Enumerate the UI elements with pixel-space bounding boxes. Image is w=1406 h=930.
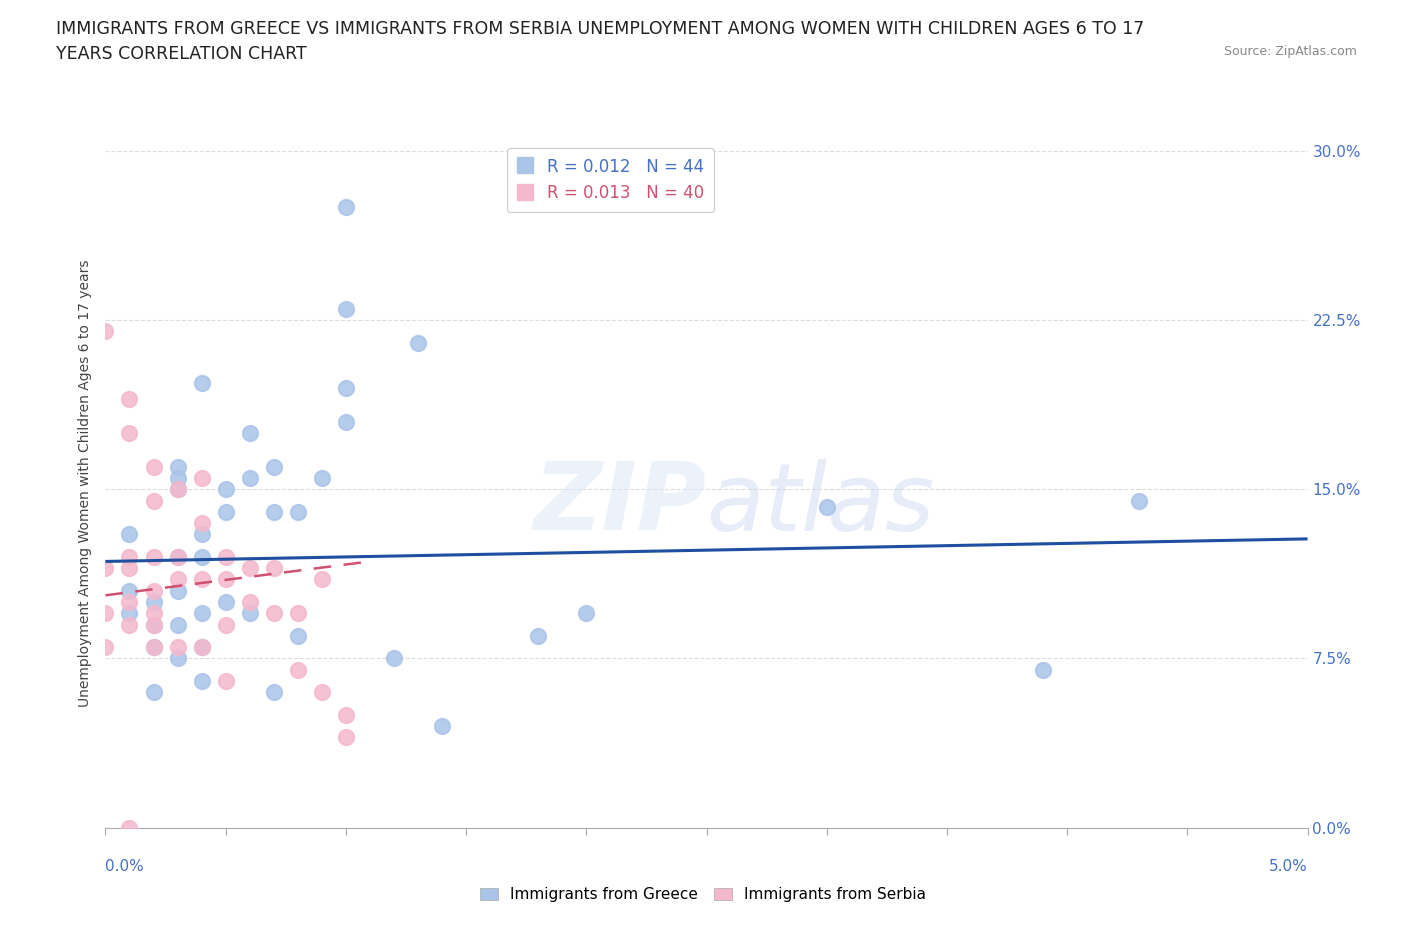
Point (118, 425, 141, 440)
Point (335, 301, 357, 316)
Point (94, 606, 117, 621)
Y-axis label: Unemployment Among Women with Children Ages 6 to 17 years: Unemployment Among Women with Children A… (79, 259, 93, 708)
Point (118, 606, 141, 621)
Point (166, 482, 188, 497)
Text: IMMIGRANTS FROM GREECE VS IMMIGRANTS FROM SERBIA UNEMPLOYMENT AMONG WOMEN WITH C: IMMIGRANTS FROM GREECE VS IMMIGRANTS FRO… (56, 20, 1144, 63)
Point (335, 414, 357, 429)
Point (214, 482, 236, 497)
Point (335, 200, 357, 215)
Point (311, 471, 333, 485)
Point (142, 618, 165, 632)
Point (287, 629, 309, 644)
Point (118, 392, 141, 406)
Point (263, 606, 285, 621)
Point (166, 651, 188, 666)
Point (118, 820, 141, 835)
Point (166, 572, 188, 587)
Point (142, 583, 165, 598)
Point (118, 583, 141, 598)
Point (190, 640, 212, 655)
Point (94, 640, 117, 655)
Point (166, 618, 188, 632)
Point (166, 459, 188, 474)
Point (118, 527, 141, 542)
Point (142, 493, 165, 508)
Point (142, 550, 165, 565)
Point (94, 324, 117, 339)
Point (239, 471, 262, 485)
Point (214, 594, 236, 609)
Text: 0.0%: 0.0% (105, 859, 145, 874)
Point (142, 640, 165, 655)
Point (311, 684, 333, 699)
Point (190, 550, 212, 565)
Point (166, 550, 188, 565)
Point (335, 730, 357, 745)
Point (214, 550, 236, 565)
Point (142, 618, 165, 632)
Point (239, 425, 262, 440)
Text: Source: ZipAtlas.com: Source: ZipAtlas.com (1223, 45, 1357, 58)
Point (263, 684, 285, 699)
Text: ZIP: ZIP (534, 458, 707, 551)
Point (190, 572, 212, 587)
Text: 5.0%: 5.0% (1268, 859, 1308, 874)
Point (190, 606, 212, 621)
Point (214, 618, 236, 632)
Point (166, 640, 188, 655)
Point (118, 618, 141, 632)
Point (263, 504, 285, 519)
Point (1032, 662, 1054, 677)
Point (190, 640, 212, 655)
Point (239, 594, 262, 609)
Point (214, 504, 236, 519)
Point (311, 572, 333, 587)
Point (527, 629, 550, 644)
Point (382, 651, 405, 666)
Point (166, 471, 188, 485)
Point (239, 561, 262, 576)
Point (406, 335, 429, 350)
Point (335, 380, 357, 395)
Point (287, 662, 309, 677)
Point (190, 527, 212, 542)
Point (166, 482, 188, 497)
Point (118, 561, 141, 576)
Point (142, 606, 165, 621)
Point (166, 550, 188, 565)
Point (190, 673, 212, 688)
Point (287, 504, 309, 519)
Point (118, 594, 141, 609)
Point (430, 719, 453, 734)
Point (214, 572, 236, 587)
Point (142, 594, 165, 609)
Point (142, 684, 165, 699)
Point (263, 459, 285, 474)
Point (287, 606, 309, 621)
Point (815, 499, 838, 514)
Point (190, 471, 212, 485)
Point (190, 515, 212, 530)
Point (94, 561, 117, 576)
Point (575, 606, 598, 621)
Point (142, 640, 165, 655)
Point (166, 583, 188, 598)
Point (214, 673, 236, 688)
Point (263, 561, 285, 576)
Point (190, 376, 212, 391)
Legend: Immigrants from Greece, Immigrants from Serbia: Immigrants from Greece, Immigrants from … (474, 882, 932, 909)
Point (1128, 493, 1150, 508)
Point (118, 550, 141, 565)
Text: atlas: atlas (707, 458, 935, 550)
Point (142, 459, 165, 474)
Point (335, 708, 357, 723)
Point (239, 606, 262, 621)
Legend: R = 0.012   N = 44, R = 0.013   N = 40: R = 0.012 N = 44, R = 0.013 N = 40 (506, 148, 714, 212)
